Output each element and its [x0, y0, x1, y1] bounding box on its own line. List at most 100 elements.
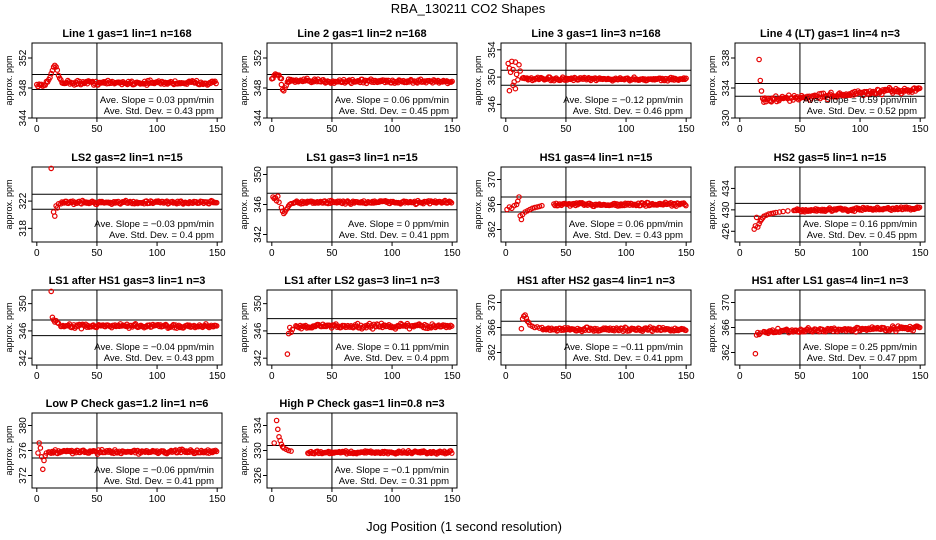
x-tick-label: 50	[91, 371, 103, 382]
data-point	[785, 208, 791, 214]
panel-4: Line 4 (LT) gas=1 lin=4 n=3 0 50 100 150 330 3…	[707, 28, 929, 135]
data-point	[516, 62, 522, 68]
panel-10: LS1 after LS2 gas=3 lin=1 n=3 0 50 100 150 34…	[239, 275, 461, 382]
data-point	[48, 165, 55, 172]
data-point	[517, 68, 524, 74]
x-tick-label: 100	[149, 124, 166, 135]
data-point	[51, 213, 58, 219]
data-point	[274, 426, 281, 433]
x-tick-label: 100	[384, 371, 401, 382]
data-point	[524, 318, 531, 325]
panel-1: Line 1 gas=1 lin=1 n=168 0 50 100 150 344 348 3…	[4, 28, 226, 135]
slope-annotation: Ave. Slope = 0.06 ppm/min	[569, 219, 683, 230]
panel-title: Line 2 gas=1 lin=2 n=168	[297, 28, 426, 40]
x-tick-label: 50	[91, 248, 103, 259]
std-dev-annotation: Ave. Std. Dev. = 0.43 ppm	[573, 230, 683, 241]
data-point	[447, 199, 454, 205]
std-dev-annotation: Ave. Std. Dev. = 0.45 ppm	[807, 230, 917, 241]
panel-9: LS1 after HS1 gas=3 lin=1 n=3 0 50 100 150 34…	[4, 275, 226, 382]
data-point	[36, 440, 43, 446]
data-point	[647, 324, 653, 330]
x-tick-label: 50	[326, 248, 338, 259]
data-point	[55, 72, 62, 79]
y-tick-label: 426	[721, 223, 732, 240]
y-tick-label: 366	[721, 319, 732, 336]
y-tick-label: 362	[487, 344, 498, 361]
data-point	[285, 447, 292, 454]
x-tick-label: 0	[737, 371, 743, 382]
y-tick-label: 434	[721, 180, 732, 197]
y-tick-label: 330	[253, 442, 264, 459]
y-tick-label: 376	[18, 442, 29, 459]
x-tick-label: 50	[794, 371, 806, 382]
data-point	[53, 64, 59, 70]
data-point	[683, 75, 689, 82]
x-axis-label: Jog Position (1 second resolution)	[366, 519, 562, 534]
x-tick-label: 100	[384, 248, 401, 259]
y-axis-label: approx. ppm	[473, 302, 483, 352]
std-dev-annotation: Ave. Std. Dev. = 0.45 ppm	[339, 106, 449, 117]
data-point	[754, 224, 761, 230]
main-title: RBA_130211 CO2 Shapes	[391, 1, 546, 16]
x-tick-label: 0	[34, 124, 40, 135]
y-tick-label: 380	[18, 417, 29, 434]
slope-annotation: Ave. Slope = 0.59 ppm/min	[803, 95, 917, 106]
data-point	[448, 450, 455, 456]
data-point	[753, 214, 760, 221]
panel-title: Low P Check gas=1.2 lin=1 n=6	[46, 398, 209, 410]
data-point	[512, 85, 519, 92]
data-point	[752, 350, 759, 357]
x-tick-label: 50	[326, 124, 338, 135]
data-point	[279, 443, 286, 450]
x-tick-label: 150	[678, 124, 695, 135]
panel-2: Line 2 gas=1 lin=2 n=168 0 50 100 150 344 348 3…	[239, 28, 461, 135]
x-tick-label: 150	[209, 124, 226, 135]
data-point	[682, 201, 688, 208]
data-point	[756, 56, 762, 63]
y-tick-label: 344	[253, 109, 264, 126]
x-tick-label: 100	[384, 124, 401, 135]
x-tick-label: 100	[149, 371, 166, 382]
y-tick-label: 334	[721, 79, 732, 96]
data-point	[518, 216, 525, 223]
panel-6: LS1 gas=3 lin=1 n=15 0 50 100 150 342 346 350 ap…	[239, 152, 461, 259]
data-point	[916, 85, 923, 92]
data-point	[518, 325, 525, 332]
data-point	[513, 71, 520, 78]
x-tick-label: 150	[444, 248, 461, 259]
std-dev-annotation: Ave. Std. Dev. = 0.4 ppm	[109, 230, 214, 241]
y-tick-label: 370	[487, 171, 498, 188]
std-dev-annotation: Ave. Std. Dev. = 0.31 ppm	[339, 476, 449, 487]
x-tick-label: 50	[794, 248, 806, 259]
x-tick-label: 100	[852, 248, 869, 259]
y-tick-label: 370	[487, 294, 498, 311]
data-point	[864, 326, 871, 333]
x-tick-label: 0	[503, 248, 509, 259]
data-point	[897, 88, 904, 94]
data-point	[288, 448, 294, 454]
y-axis-label: approx. ppm	[4, 302, 14, 352]
data-point	[539, 202, 545, 209]
x-tick-label: 150	[444, 371, 461, 382]
y-tick-label: 362	[487, 221, 498, 238]
std-dev-annotation: Ave. Std. Dev. = 0.46 ppm	[573, 106, 683, 117]
data-point	[580, 327, 586, 333]
y-axis-label: approx. ppm	[4, 55, 14, 105]
data-point	[916, 204, 923, 211]
y-tick-label: 348	[18, 79, 29, 96]
data-point	[534, 204, 540, 210]
std-dev-annotation: Ave. Std. Dev. = 0.4 ppm	[344, 353, 449, 364]
slope-annotation: Ave. Slope = 0 ppm/min	[348, 219, 449, 230]
x-tick-label: 150	[912, 124, 929, 135]
x-tick-label: 50	[560, 248, 572, 259]
panel-title: HS1 after LS1 gas=4 lin=1 n=3	[752, 275, 909, 287]
data-point	[531, 204, 538, 211]
x-tick-label: 100	[852, 124, 869, 135]
y-tick-label: 326	[253, 467, 264, 484]
data-point	[682, 76, 688, 83]
y-tick-label: 334	[253, 417, 264, 434]
data-point	[758, 88, 765, 94]
data-point	[213, 448, 220, 455]
x-tick-label: 150	[678, 248, 695, 259]
